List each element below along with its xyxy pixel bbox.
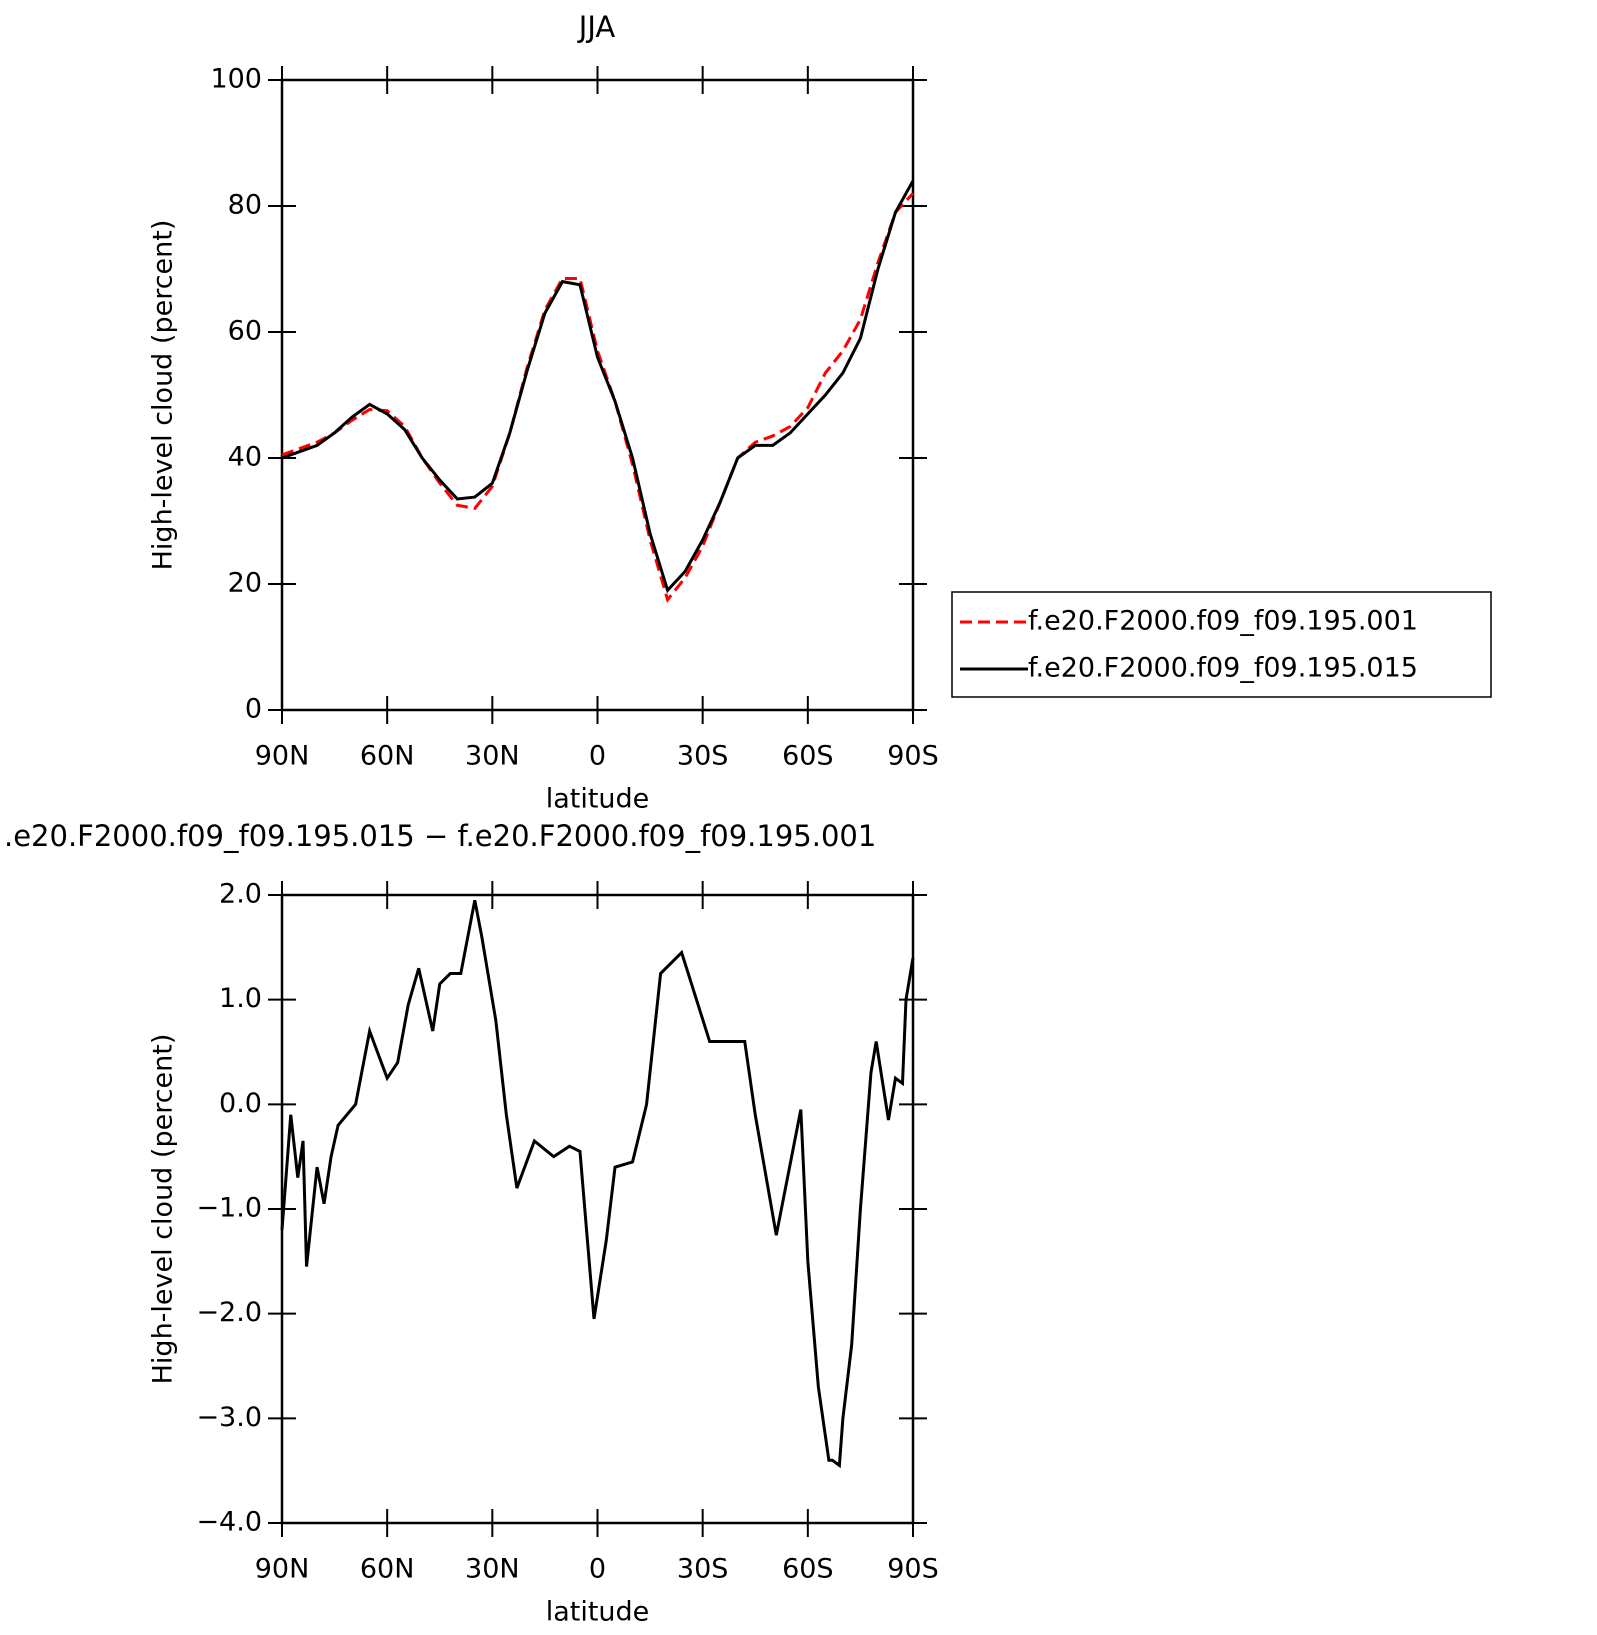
y-axis-label: High-level cloud (percent) bbox=[148, 220, 179, 571]
data-line bbox=[281, 192, 915, 603]
y-tick-label: 60 bbox=[228, 316, 262, 347]
y-tick-label: 0.0 bbox=[219, 1088, 262, 1119]
y-tick-label: 80 bbox=[228, 190, 262, 221]
x-tick-label: 60N bbox=[360, 1554, 415, 1585]
x-axis-label: latitude bbox=[546, 784, 650, 815]
y-tick-label: 0 bbox=[245, 694, 262, 725]
x-tick-label: 60S bbox=[782, 1554, 834, 1585]
y-tick-label: 1.0 bbox=[219, 983, 262, 1014]
legend-label: f.e20.F2000.f09_f09.195.001 bbox=[1028, 606, 1418, 637]
y-tick-label: −4.0 bbox=[196, 1507, 262, 1538]
chart-title: JJA bbox=[577, 10, 616, 44]
x-tick-label: 90S bbox=[887, 741, 939, 772]
y-tick-label: 100 bbox=[210, 64, 262, 95]
x-tick-label: 60N bbox=[360, 741, 415, 772]
legend-label: f.e20.F2000.f09_f09.195.015 bbox=[1028, 653, 1418, 684]
data-line bbox=[281, 180, 915, 594]
chart-title: .e20.F2000.f09_f09.195.015 − f.e20.F2000… bbox=[4, 819, 876, 853]
x-tick-label: 0 bbox=[589, 741, 606, 772]
x-axis-label: latitude bbox=[546, 1597, 650, 1628]
x-tick-label: 90N bbox=[255, 741, 310, 772]
y-axis-label: High-level cloud (percent) bbox=[148, 1034, 179, 1385]
y-tick-label: −3.0 bbox=[196, 1402, 262, 1433]
legend-box bbox=[951, 591, 1492, 698]
plot-frame bbox=[280, 893, 915, 1525]
x-tick-label: 60S bbox=[782, 741, 834, 772]
x-tick-label: 90S bbox=[887, 1554, 939, 1585]
x-tick-label: 30N bbox=[465, 741, 520, 772]
x-tick-label: 30N bbox=[465, 1554, 520, 1585]
data-line bbox=[280, 899, 915, 1469]
x-tick-label: 30S bbox=[677, 741, 729, 772]
x-tick-label: 30S bbox=[677, 1554, 729, 1585]
plot-frame bbox=[280, 78, 915, 712]
y-tick-label: 2.0 bbox=[219, 879, 262, 910]
x-tick-label: 0 bbox=[589, 1554, 606, 1585]
y-tick-label: 40 bbox=[228, 442, 262, 473]
y-tick-label: −2.0 bbox=[196, 1297, 262, 1328]
y-tick-label: 20 bbox=[228, 568, 262, 599]
x-tick-label: 90N bbox=[255, 1554, 310, 1585]
y-tick-label: −1.0 bbox=[196, 1193, 262, 1224]
